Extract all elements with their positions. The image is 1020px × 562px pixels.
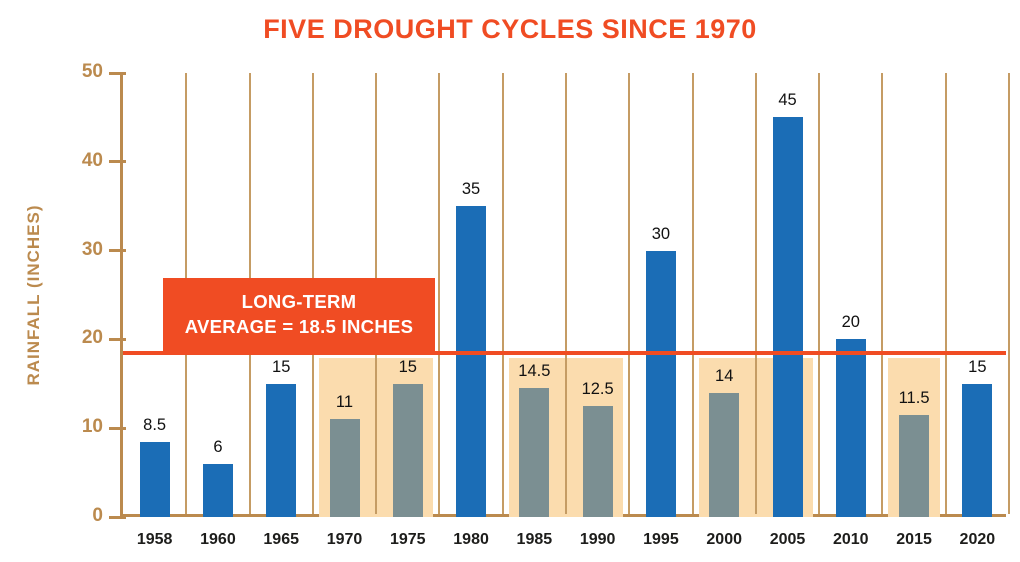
y-tick-mark <box>109 160 126 164</box>
x-tick-label: 2015 <box>896 531 932 548</box>
x-tick-label: 1958 <box>136 531 173 548</box>
vertical-gridline <box>438 73 440 514</box>
bar-value-label: 35 <box>461 180 481 199</box>
chart-title: FIVE DROUGHT CYCLES SINCE 1970 <box>263 14 757 44</box>
bar-value-label: 45 <box>778 91 797 110</box>
x-tick-label: 1960 <box>200 531 236 548</box>
bar-wet-year <box>456 206 487 517</box>
bar-value-label: 30 <box>651 224 671 243</box>
vertical-gridline <box>818 73 820 514</box>
y-axis-title: RAINFALL (INCHES) <box>24 204 43 386</box>
y-tick-label: 10 <box>81 416 103 438</box>
bar-value-label: 11 <box>335 393 354 412</box>
bar-drought-year <box>519 388 550 517</box>
average-legend-box: LONG-TERM AVERAGE = 18.5 INCHES <box>163 278 435 351</box>
average-line <box>123 351 1006 355</box>
x-tick-label: 1995 <box>643 531 679 548</box>
y-tick-label: 0 <box>92 505 103 526</box>
x-tick-label: 2005 <box>769 531 806 548</box>
y-tick-mark <box>109 249 126 253</box>
bar-value-label: 14.5 <box>518 362 551 381</box>
x-tick-label: 1980 <box>453 531 489 548</box>
bar-wet-year <box>139 441 170 517</box>
bar-value-label: 20 <box>841 313 860 332</box>
y-tick-mark <box>109 337 126 341</box>
bar-wet-year <box>202 463 233 517</box>
x-tick-label: 1990 <box>579 531 616 548</box>
bar-value-label: 11.5 <box>898 388 930 407</box>
x-tick-label: 2010 <box>832 531 869 548</box>
y-tick-label: 30 <box>81 238 103 260</box>
vertical-gridline <box>502 73 504 514</box>
bar-wet-year <box>772 117 803 517</box>
bar-drought-year <box>392 383 423 517</box>
bar-drought-year <box>899 414 930 517</box>
vertical-gridline <box>692 73 694 514</box>
y-tick-mark <box>109 515 126 519</box>
vertical-gridline <box>565 73 567 514</box>
vertical-gridline <box>1008 73 1010 514</box>
bar-wet-year <box>645 250 676 517</box>
y-tick-mark <box>109 426 126 430</box>
bar-value-label: 14 <box>715 366 734 385</box>
average-legend-line1: LONG-TERM <box>241 290 357 312</box>
vertical-gridline <box>881 73 883 514</box>
bar-value-label: 15 <box>398 357 417 376</box>
bar-drought-year <box>582 406 613 517</box>
bar-wet-year <box>266 383 297 517</box>
x-tick-label: 1965 <box>263 531 299 548</box>
bar-wet-year <box>962 383 993 517</box>
bar-drought-year <box>709 392 740 517</box>
y-tick-label: 40 <box>81 149 103 171</box>
average-legend-line2: AVERAGE = 18.5 INCHES <box>184 315 414 337</box>
bar-wet-year <box>835 339 866 517</box>
vertical-gridline <box>945 73 947 514</box>
bar-value-label: 6 <box>213 437 223 456</box>
bar-value-label: 15 <box>968 357 987 376</box>
bar-value-label: 15 <box>272 357 291 376</box>
x-tick-label: 2000 <box>706 531 742 548</box>
bar-value-label: 12.5 <box>581 380 614 398</box>
y-tick-label: 50 <box>81 61 103 82</box>
bar-drought-year <box>329 419 360 517</box>
x-tick-label: 2020 <box>959 531 996 548</box>
x-tick-label: 1975 <box>389 531 426 548</box>
y-tick-label: 20 <box>81 327 103 349</box>
vertical-gridline <box>755 73 757 514</box>
plot-area: LONG-TERM AVERAGE = 18.5 INCHES 8.5 1958 6… <box>82 61 1010 548</box>
vertical-gridline <box>628 73 630 514</box>
bar-value-label: 8.5 <box>143 415 167 434</box>
x-tick-label: 1970 <box>326 531 363 548</box>
x-tick-label: 1985 <box>516 531 553 548</box>
y-tick-mark <box>109 71 126 75</box>
